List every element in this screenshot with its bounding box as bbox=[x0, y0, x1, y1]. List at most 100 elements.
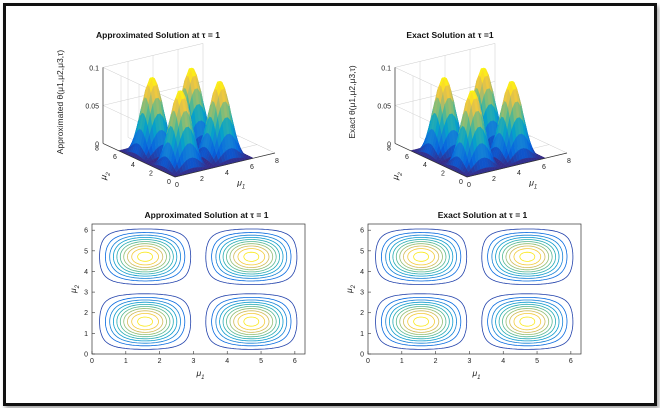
contour-level-line bbox=[381, 232, 568, 347]
contour-level-line bbox=[131, 248, 266, 331]
x-axis-line bbox=[466, 152, 568, 178]
z-tick-label: 0 bbox=[95, 141, 99, 148]
y-tick-label: 0 bbox=[459, 179, 463, 186]
plot-area bbox=[91, 223, 306, 355]
x-tick-label: 1 bbox=[124, 358, 128, 365]
y-tick-label: 8 bbox=[387, 145, 391, 152]
chart-title: Approximated Solution at τ = 1 bbox=[145, 210, 269, 220]
z-tick-label: 0.1 bbox=[89, 65, 99, 72]
x-tick-label: 6 bbox=[293, 358, 297, 365]
x-tick-label: 3 bbox=[467, 358, 471, 365]
y-tick-label: 2 bbox=[360, 310, 364, 317]
contour-level-line bbox=[395, 241, 553, 338]
x-tick-label: 2 bbox=[492, 176, 496, 183]
z-axis-label: Approximated θ(μ1,μ2,μ3,τ) bbox=[55, 50, 65, 155]
contour-level-line bbox=[137, 251, 260, 327]
contour-plot-4: 0 1 2 3 4 5 6 0 1 2 3 4 5 6 μ1 μ2 Exact Solution at τ = … bbox=[344, 210, 582, 381]
chart-title: Approximated Solution at τ = 1 bbox=[96, 30, 220, 40]
contour-level-line bbox=[399, 243, 550, 335]
x-axis-label: μ1 bbox=[528, 178, 537, 191]
y-tick-label: 3 bbox=[360, 290, 364, 297]
y-axis-label: μ2 bbox=[390, 170, 404, 182]
x-tick-label: 4 bbox=[225, 358, 229, 365]
z-tick-label: 0.1 bbox=[381, 65, 391, 72]
y-tick-label: 6 bbox=[360, 228, 364, 235]
x-tick-label: 0 bbox=[175, 182, 179, 189]
y-tick-label: 2 bbox=[149, 171, 153, 178]
y-axis-line bbox=[102, 143, 176, 178]
y-tick-label: 2 bbox=[84, 310, 88, 317]
contour-level-line bbox=[116, 239, 280, 340]
z-tick-label: 0 bbox=[387, 141, 391, 148]
x-tick-label: 6 bbox=[250, 164, 254, 171]
x-tick-label: 5 bbox=[259, 358, 263, 365]
contour-level-line bbox=[413, 251, 536, 327]
contour-level-line bbox=[392, 239, 556, 340]
contour-level-line bbox=[105, 232, 292, 347]
y-tick-label: 0 bbox=[84, 352, 88, 359]
contour-level-line bbox=[389, 237, 560, 342]
x-tick-label: 0 bbox=[467, 182, 471, 189]
y-tick-label: 4 bbox=[360, 269, 364, 276]
plot-area bbox=[367, 223, 582, 355]
surface-mesh bbox=[409, 67, 547, 178]
x-tick-label: 8 bbox=[567, 158, 571, 165]
contour-level-line bbox=[375, 228, 574, 350]
x-tick-label: 0 bbox=[90, 358, 94, 365]
y-tick-label: 5 bbox=[360, 248, 364, 255]
contour-plot-3: 0 1 2 3 4 5 6 0 1 2 3 4 5 6 μ1 μ2 Approximated Solution … bbox=[68, 210, 306, 381]
contour-level-line bbox=[407, 248, 542, 331]
surface-mesh bbox=[117, 67, 255, 178]
y-tick-label: 5 bbox=[84, 248, 88, 255]
y-tick-label: 1 bbox=[84, 331, 88, 338]
y-axis-label: μ2 bbox=[98, 170, 112, 182]
x-tick-label: 3 bbox=[191, 358, 195, 365]
y-tick-label: 6 bbox=[84, 228, 88, 235]
y-tick-label: 4 bbox=[423, 162, 427, 169]
contour-level-line bbox=[109, 234, 288, 344]
contour-level-line bbox=[119, 241, 277, 338]
x-tick-label: 1 bbox=[400, 358, 404, 365]
contour-level-line bbox=[127, 245, 270, 333]
x-tick-label: 5 bbox=[535, 358, 539, 365]
contour-level-line bbox=[123, 243, 274, 335]
y-tick-label: 4 bbox=[84, 269, 88, 276]
x-tick-label: 2 bbox=[200, 176, 204, 183]
x-tick-label: 2 bbox=[158, 358, 162, 365]
x-tick-label: 6 bbox=[569, 358, 573, 365]
z-tick-label: 0.05 bbox=[85, 103, 99, 110]
contour-level-line bbox=[99, 228, 298, 350]
y-axis-label: μ2 bbox=[344, 284, 357, 294]
y-tick-label: 0 bbox=[167, 179, 171, 186]
x-tick-label: 8 bbox=[275, 158, 279, 165]
y-tick-label: 0 bbox=[360, 352, 364, 359]
contour-lines bbox=[99, 228, 298, 350]
y-tick-label: 6 bbox=[405, 154, 409, 161]
x-axis-label: μ1 bbox=[471, 368, 480, 381]
x-tick-label: 6 bbox=[542, 164, 546, 171]
x-axis-label: μ1 bbox=[195, 368, 204, 381]
y-tick-label: 8 bbox=[95, 145, 99, 152]
z-axis-label: Exact θ(μ1,μ2,μ3,τ) bbox=[347, 65, 357, 138]
x-tick-label: 4 bbox=[501, 358, 505, 365]
x-axis-label: μ1 bbox=[236, 178, 245, 191]
chart-title: Exact Solution at τ =1 bbox=[406, 30, 493, 40]
z-tick-label: 0.05 bbox=[377, 103, 391, 110]
contour-level-line bbox=[385, 234, 564, 344]
y-axis-line bbox=[394, 143, 468, 178]
y-tick-label: 2 bbox=[441, 171, 445, 178]
contour-lines bbox=[375, 228, 574, 350]
x-tick-label: 4 bbox=[517, 170, 521, 177]
x-tick-label: 0 bbox=[366, 358, 370, 365]
contour-level-line bbox=[403, 245, 546, 333]
y-tick-label: 3 bbox=[84, 290, 88, 297]
x-tick-label: 2 bbox=[434, 358, 438, 365]
y-tick-label: 6 bbox=[113, 154, 117, 161]
y-axis-label: μ2 bbox=[68, 284, 81, 294]
contour-level-line bbox=[113, 237, 284, 342]
y-tick-label: 4 bbox=[131, 162, 135, 169]
y-tick-label: 1 bbox=[360, 331, 364, 338]
